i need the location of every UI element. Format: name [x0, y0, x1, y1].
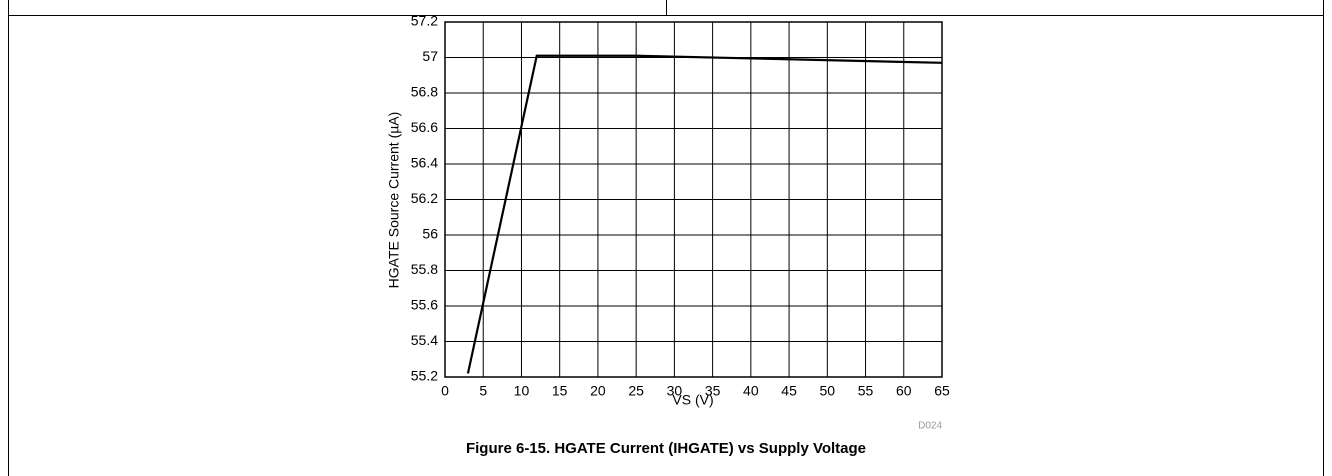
x-tick-label: 40: [743, 383, 759, 399]
y-tick-label: 55.8: [411, 261, 438, 277]
x-tick-label: 15: [552, 383, 568, 399]
x-tick-label: 25: [628, 383, 644, 399]
x-axis-label: VS (V): [672, 392, 713, 408]
y-tick-label: 57.2: [411, 13, 438, 29]
x-tick-label: 20: [590, 383, 606, 399]
y-axis-label: HGATE Source Current (µA): [386, 112, 402, 289]
y-tick-label: 56.6: [411, 119, 438, 135]
y-tick-label: 55.6: [411, 297, 438, 313]
figure-caption: Figure 6-15. HGATE Current (IHGATE) vs S…: [466, 440, 866, 457]
y-tick-label: 56: [422, 226, 438, 242]
plot-frame: [444, 21, 943, 378]
figure-code: D024: [918, 421, 942, 432]
y-tick-label: 56.4: [411, 155, 438, 171]
data-line: [466, 54, 943, 374]
x-tick-label: 0: [441, 383, 449, 399]
x-tick-label: 5: [479, 383, 487, 399]
x-tick-label: 55: [858, 383, 874, 399]
y-tick-label: 55.2: [411, 368, 438, 384]
y-tick-label: 56.8: [411, 84, 438, 100]
x-tick-label: 60: [896, 383, 912, 399]
x-tick-label: 10: [514, 383, 530, 399]
x-tick-label: 45: [781, 383, 797, 399]
y-tick-label: 56.2: [411, 190, 438, 206]
x-tick-label: 35: [705, 383, 721, 399]
x-tick-label: 50: [820, 383, 836, 399]
x-tick-label: 30: [667, 383, 683, 399]
y-tick-label: 55.4: [411, 332, 438, 348]
x-tick-label: 65: [934, 383, 950, 399]
y-tick-label: 57: [422, 48, 438, 64]
